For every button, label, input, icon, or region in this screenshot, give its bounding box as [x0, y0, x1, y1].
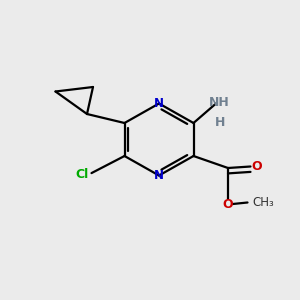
Text: Cl: Cl: [76, 168, 89, 181]
Text: O: O: [223, 197, 233, 211]
Text: NH: NH: [208, 95, 230, 109]
Text: N: N: [154, 97, 164, 110]
Text: CH₃: CH₃: [252, 196, 274, 209]
Text: N: N: [154, 169, 164, 182]
Text: O: O: [252, 160, 262, 173]
Text: H: H: [215, 116, 226, 130]
